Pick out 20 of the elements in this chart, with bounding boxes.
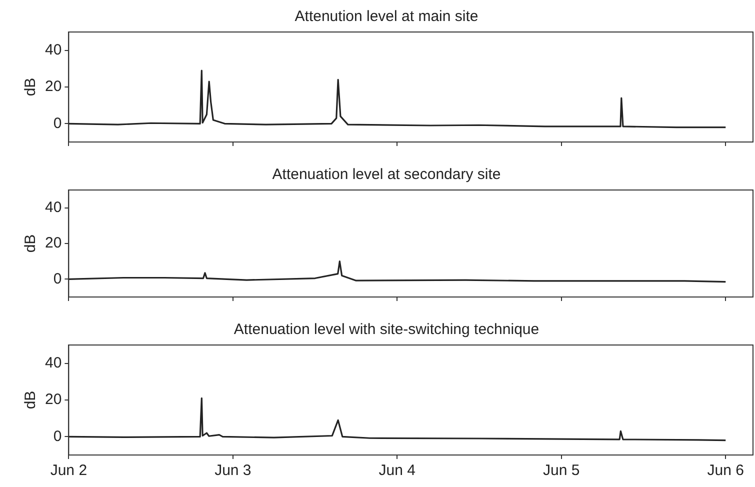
y-tick-label: 20 [44, 391, 62, 408]
y-tick-label: 0 [53, 270, 62, 288]
y-tick-label: 0 [53, 428, 62, 445]
y-tick-label: 0 [53, 114, 62, 132]
chart-title: Attenuation level at secondary site [272, 166, 501, 184]
y-axis-title: dB [22, 78, 40, 96]
y-tick-label: 40 [44, 198, 62, 216]
y-axis-title: dB [22, 390, 40, 410]
x-tick-label: Jun 4 [378, 462, 416, 480]
y-tick-label: 40 [44, 41, 62, 58]
y-axis-title: dB [22, 234, 40, 253]
chart-title: Attenution level at main site [294, 8, 478, 26]
x-tick-label: Jun 2 [50, 462, 88, 480]
y-tick-label: 20 [44, 234, 62, 252]
y-tick-label: 20 [44, 78, 62, 96]
chart-title: Attenuation level with site-switching technique [234, 321, 540, 338]
x-tick-label: Jun 5 [543, 462, 580, 480]
x-tick-label: Jun 6 [707, 462, 744, 480]
y-tick-label: 40 [44, 354, 62, 372]
x-tick-label: Jun 3 [214, 462, 252, 480]
